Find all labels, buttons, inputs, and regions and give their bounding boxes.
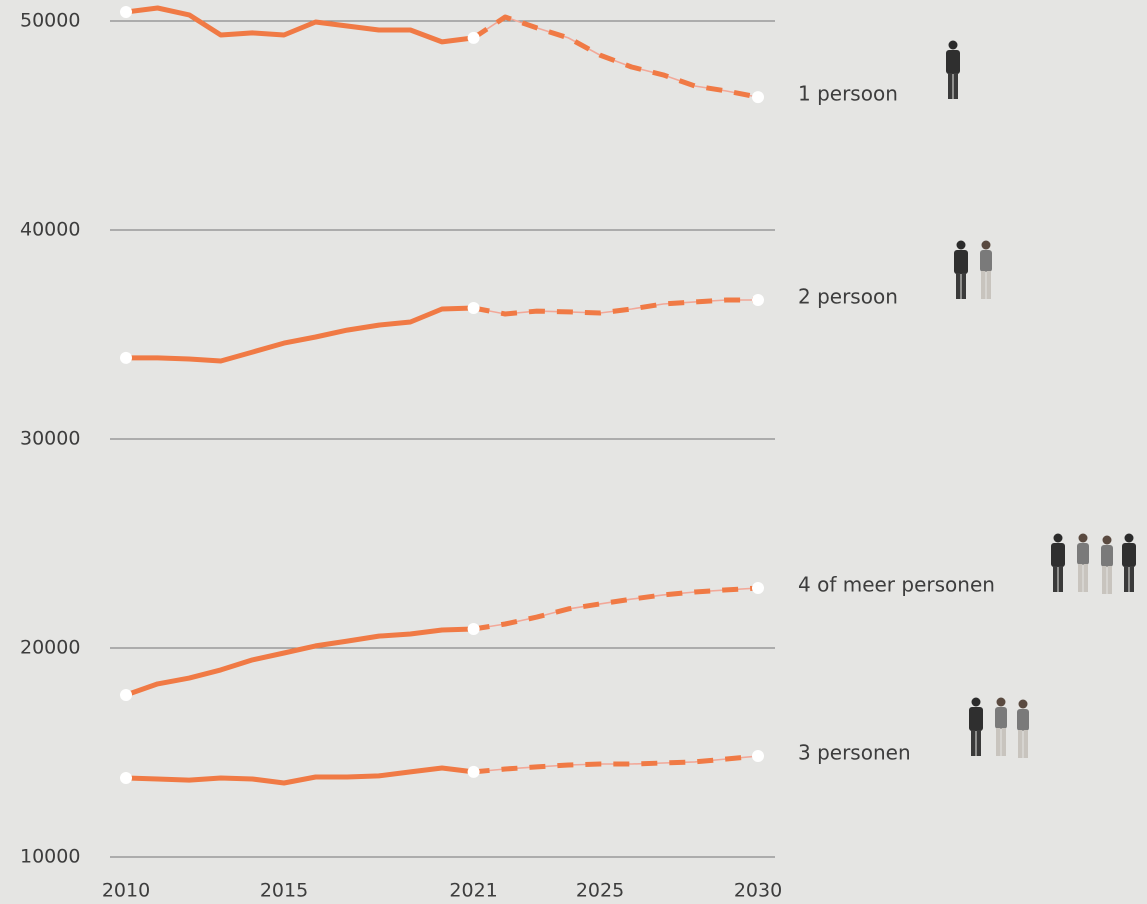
history-line: [123, 626, 477, 698]
history-line: [123, 305, 477, 364]
x-tick-label: 2030: [734, 880, 782, 902]
projection-line: [472, 14, 759, 100]
history-line: [123, 765, 477, 786]
series-label: 2 persoon: [798, 285, 898, 309]
point: [752, 582, 764, 595]
people-icons: [946, 40, 1136, 758]
point: [120, 351, 132, 364]
point: [752, 750, 764, 763]
y-tick-label: 20000: [20, 637, 80, 659]
projection-line: [473, 297, 758, 317]
point: [467, 31, 480, 44]
point: [120, 771, 132, 784]
point: [467, 622, 480, 635]
y-tick-label: 30000: [20, 428, 80, 450]
history-line: [123, 5, 477, 45]
series-label: 4 of meer personen: [798, 573, 995, 597]
y-tick-label: 10000: [20, 846, 80, 868]
x-tick-label: 2010: [102, 880, 150, 902]
series-label: 3 personen: [798, 741, 911, 765]
y-tick-label: 50000: [20, 10, 80, 32]
point: [752, 91, 764, 104]
series-label: 1 persoon: [798, 82, 898, 106]
x-tick-label: 2015: [260, 880, 308, 902]
projection-guide: [473, 16, 759, 98]
point: [467, 301, 480, 314]
y-tick-label: 40000: [20, 219, 80, 241]
point: [752, 294, 764, 307]
x-tick-label: 2025: [576, 880, 624, 902]
projection-line: [473, 753, 759, 775]
point: [467, 765, 480, 778]
point: [120, 689, 132, 702]
x-tick-label: 2021: [449, 880, 497, 902]
projection-line: [473, 585, 759, 632]
point: [120, 6, 132, 19]
